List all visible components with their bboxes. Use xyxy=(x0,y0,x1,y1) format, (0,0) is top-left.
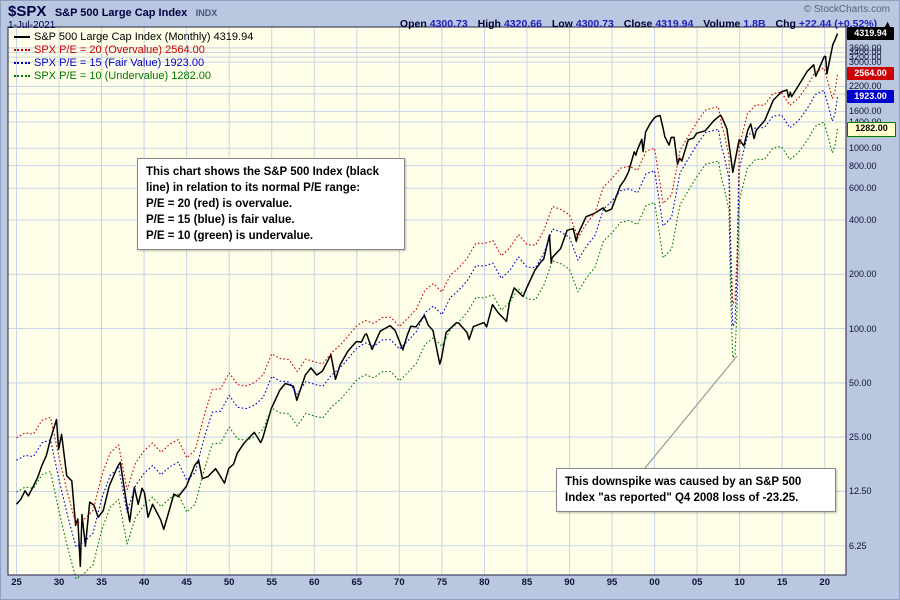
change-label: Chg xyxy=(775,18,796,30)
downspike-annotation: This downspike was caused by an S&P 500 … xyxy=(556,468,836,512)
high-value: 4320.66 xyxy=(503,18,542,30)
exchange-label: INDX xyxy=(195,8,218,18)
plot-border xyxy=(7,26,847,576)
volume-value: 1.8B xyxy=(743,18,766,30)
low-value: 4300.73 xyxy=(575,18,614,30)
close-value: 4319.94 xyxy=(655,18,694,30)
close-label: Close xyxy=(623,18,653,30)
symbol-name: S&P 500 Large Cap Index xyxy=(54,7,188,19)
blue-dotted-swatch-icon xyxy=(14,61,30,64)
legend-label: S&P 500 Large Cap Index (Monthly) 4319.9… xyxy=(34,30,254,43)
high-label: High xyxy=(477,18,501,30)
chart-legend: S&P 500 Large Cap Index (Monthly) 4319.9… xyxy=(14,30,253,82)
change-value: +22.44 (+0.52%) xyxy=(798,18,878,30)
symbol: $SPX xyxy=(8,3,47,20)
series-s-p-500-large-cap-index-monthly- xyxy=(15,33,839,568)
legend-label: SPX P/E = 20 (Overvalue) 2564.00 xyxy=(34,43,205,56)
legend-label: SPX P/E = 10 (Undervalue) 1282.00 xyxy=(34,69,212,82)
series-spx-p-e-10-undervalue- xyxy=(16,121,839,580)
open-label: Open xyxy=(399,18,427,30)
green-dotted-swatch-icon xyxy=(14,74,30,77)
chart-date: 1-Jul-2021 xyxy=(8,20,56,31)
series-spx-p-e-20-overvalue- xyxy=(16,67,839,525)
legend-item-pe10: SPX P/E = 10 (Undervalue) 1282.00 xyxy=(14,69,253,82)
red-dotted-swatch-icon xyxy=(14,48,30,51)
legend-label: SPX P/E = 15 (Fair Value) 1923.00 xyxy=(34,56,205,69)
series-spx-p-e-15-fair-value- xyxy=(16,89,839,548)
downspike-callout-line xyxy=(644,355,738,469)
pe-range-annotation: This chart shows the S&P 500 Index (blac… xyxy=(137,158,405,250)
black-line-swatch-icon xyxy=(14,35,30,38)
legend-item-pe15: SPX P/E = 15 (Fair Value) 1923.00 xyxy=(14,56,253,69)
up-arrow-icon: ▲ xyxy=(883,19,892,29)
legend-item-pe20: SPX P/E = 20 (Overvalue) 2564.00 xyxy=(14,43,253,56)
open-value: 4300.73 xyxy=(429,18,468,30)
legend-item-index: S&P 500 Large Cap Index (Monthly) 4319.9… xyxy=(14,30,253,43)
quote-summary: Open 4300.73 High 4320.66 Low 4300.73 Close… xyxy=(393,18,892,30)
copyright-notice: © StockCharts.com xyxy=(803,4,890,15)
chart-header: $SPX S&P 500 Large Cap Index INDX xyxy=(8,3,217,21)
low-label: Low xyxy=(551,18,573,30)
volume-label: Volume xyxy=(703,18,741,30)
